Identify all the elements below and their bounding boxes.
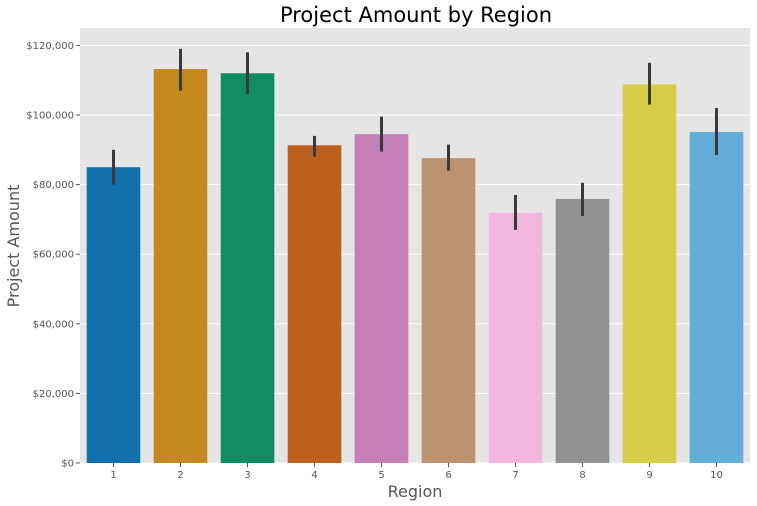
error-bars: [112, 48, 718, 230]
y-tick-label: $40,000: [33, 319, 74, 330]
x-tick-label: 6: [445, 470, 451, 481]
y-tick-label: $100,000: [26, 111, 74, 122]
bar: [689, 132, 744, 463]
y-axis-label: Project Amount: [4, 185, 23, 308]
bar: [287, 145, 342, 463]
y-axis-ticks: $0 $20,000 $40,000 $60,000 $80,000 $100,000 $1…: [26, 41, 80, 470]
y-tick-label: $120,000: [26, 41, 74, 52]
chart-title: Project Amount by Region: [280, 3, 552, 27]
x-tick-label: 4: [311, 470, 317, 481]
x-tick-label: 2: [177, 470, 183, 481]
bar: [220, 73, 275, 464]
y-tick-label: $60,000: [33, 250, 74, 261]
y-tick-label: $80,000: [33, 180, 74, 191]
bar: [488, 212, 543, 463]
x-tick-label: 7: [512, 470, 518, 481]
bar: [622, 84, 677, 463]
x-tick-label: 1: [110, 470, 116, 481]
bar: [421, 158, 476, 464]
x-tick-label: 10: [710, 470, 723, 481]
bar: [555, 198, 610, 464]
y-tick-label: $20,000: [33, 389, 74, 400]
bar: [153, 69, 208, 464]
y-tick-label: $0: [61, 459, 74, 470]
bar: [86, 167, 141, 463]
x-tick-label: 8: [579, 470, 585, 481]
x-tick-label: 3: [244, 470, 250, 481]
bar: [354, 134, 409, 463]
x-axis-ticks: 1 2 3 4 5 6 7 8 9 10: [110, 463, 723, 481]
x-axis-label: Region: [388, 482, 443, 501]
x-tick-label: 9: [646, 470, 652, 481]
x-tick-label: 5: [378, 470, 384, 481]
bars: [86, 69, 744, 464]
